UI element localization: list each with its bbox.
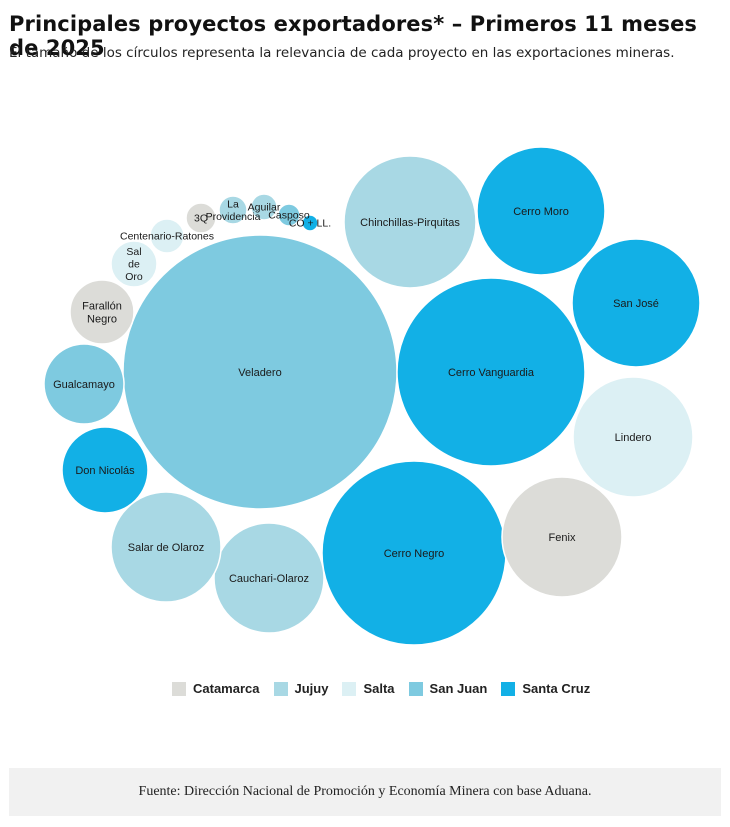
bubble-label-chinchillas-pirquitas: Chinchillas-Pirquitas [360,217,460,229]
bubble-label-casposo: Casposo [268,210,310,222]
bubble-san-jose [571,238,701,368]
bubble-label-gualcamayo: Gualcamayo [53,379,115,391]
bubble-cauchari-olaroz [213,522,325,634]
bubble-3q [185,202,217,234]
legend-item-santa-cruz: Santa Cruz [501,681,590,696]
bubble-label-centenario-ratones: Centenario-Ratones [120,231,214,243]
chart-title: Principales proyectos exportadores* – Pr… [9,12,698,60]
bubble-label-salar-de-olaroz: Salar de Olaroz [128,542,204,554]
bubble-label-lindero: Lindero [615,432,652,444]
legend-label-santa-cruz: Santa Cruz [522,681,591,696]
legend-label-jujuy: Jujuy [294,681,329,696]
chart-subtitle: El tamaño de los círculos representa la … [9,45,675,61]
bubble-cerro-vanguardia [396,277,586,467]
bubble-label-cauchari-olaroz: Cauchari-Olaroz [229,573,309,585]
bubble-label-san-jose: San José [613,298,659,310]
legend-swatch-salta [342,681,357,696]
bubble-label-fenix: Fenix [549,532,576,544]
source-note: Fuente: Dirección Nacional de Promoción … [9,768,721,816]
bubble-label-don-nicolas: Don Nicolás [75,465,135,477]
bubble-label-sal-de-oro: Sal de Oro [125,246,143,283]
bubble-gualcamayo [43,343,125,425]
bubble-label-la-providencia: La Providencia [206,198,261,223]
legend: Catamarca Jujuy Salta San Juan Santa Cru… [172,681,590,696]
bubble-label-veladero: Veladero [238,367,281,379]
bubble-co-ll [301,214,319,232]
legend-label-san-juan: San Juan [429,681,488,696]
legend-item-jujuy: Jujuy [273,681,329,696]
bubble-don-nicolas [61,426,149,514]
bubble-lindero [572,376,694,498]
legend-swatch-catamarca [172,681,186,696]
bubble-salar-de-olaroz [110,491,222,603]
bubble-label-cerro-negro: Cerro Negro [384,548,445,560]
bubble-centenario-ratones [149,218,185,254]
bubble-label-3q: 3Q [194,213,208,225]
bubble-fenix [501,476,623,598]
bubble-label-cerro-moro: Cerro Moro [513,206,569,218]
bubble-label-co-ll: CO + LL. [289,218,331,230]
legend-swatch-santa-cruz [501,681,516,696]
legend-swatch-san-juan [408,681,423,696]
legend-item-catamarca: Catamarca [172,681,260,696]
legend-item-salta: Salta [342,681,395,696]
bubble-farallon-negro [69,279,135,345]
bubble-label-aguilar: Aguilar [248,202,281,214]
legend-label-catamarca: Catamarca [193,681,260,696]
bubble-la-providencia [218,195,248,225]
legend-label-salta: Salta [363,681,395,696]
bubble-chart: Veladero Cerro Vanguardia Cerro Negro Chinc… [43,146,701,646]
bubble-cerro-moro [476,146,606,276]
bubble-casposo [277,203,301,227]
bubble-aguilar [250,193,278,221]
bubble-label-farallon-negro: Farallón Negro [82,300,122,325]
legend-item-san-juan: San Juan [408,681,488,696]
bubble-label-cerro-vanguardia: Cerro Vanguardia [448,367,535,379]
bubble-sal-de-oro [110,240,158,288]
bubble-chinchillas-pirquitas [343,155,477,289]
legend-swatch-jujuy [273,681,288,696]
